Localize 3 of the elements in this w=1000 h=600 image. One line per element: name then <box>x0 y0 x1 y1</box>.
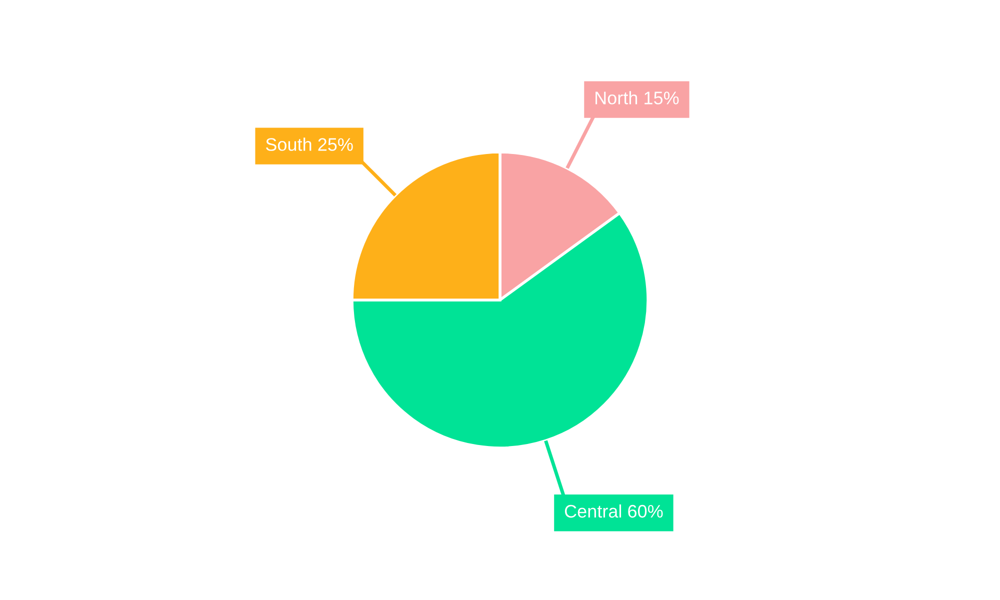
slice-label: South 25% <box>266 138 353 151</box>
slice-label: North 15% <box>596 91 679 104</box>
slice-label: Central 60% <box>564 504 663 518</box>
